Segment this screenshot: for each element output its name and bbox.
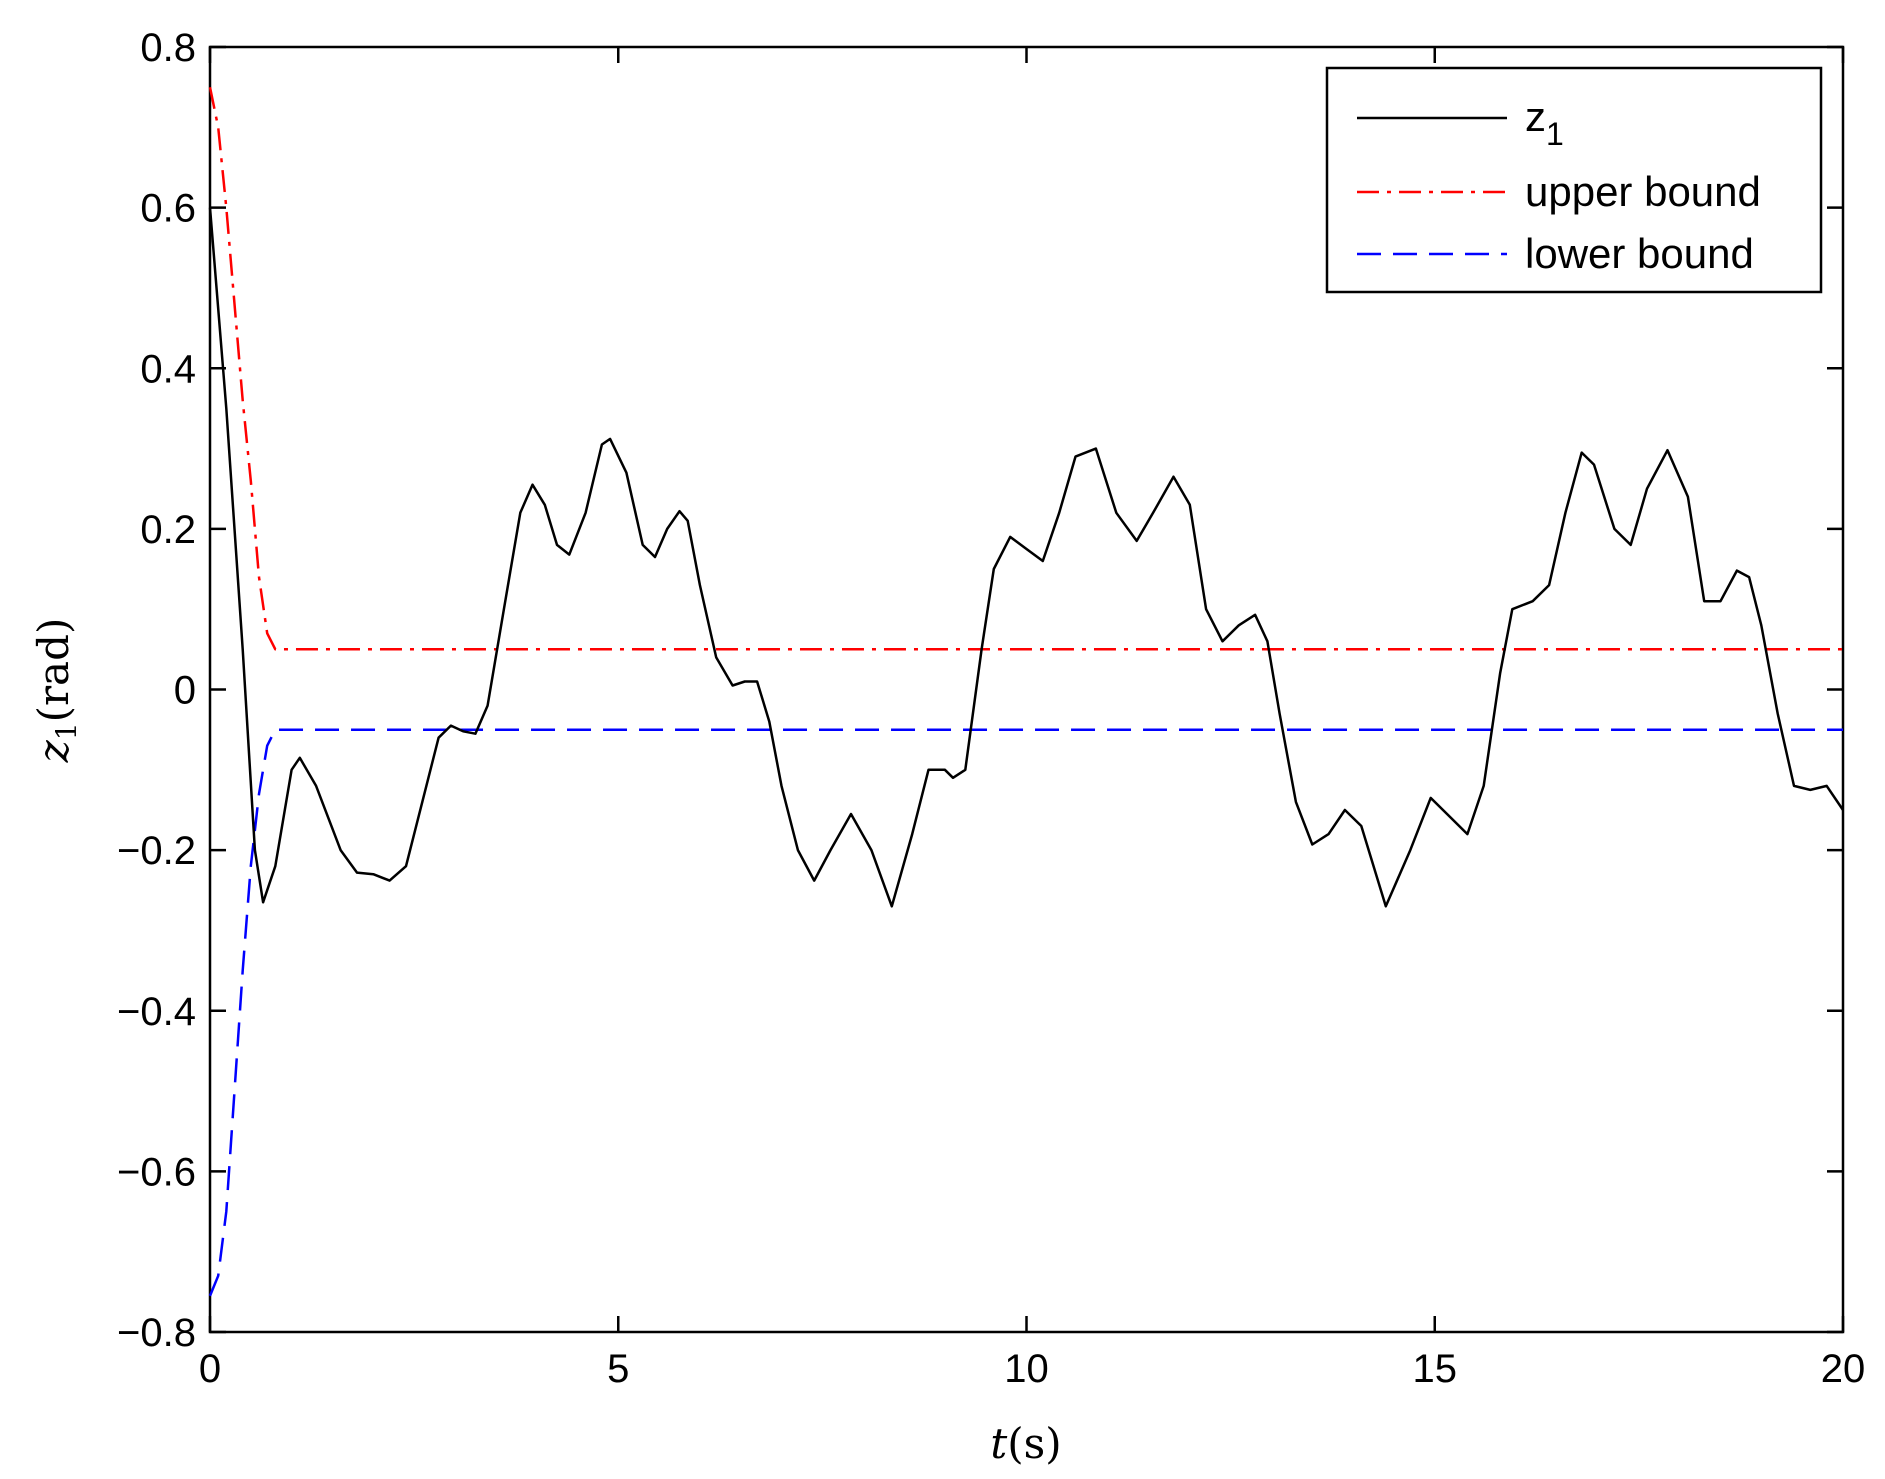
ticks-layer: 0 5 10 15 20 −0.8 −0.6 −0.4 −0.2 0 0.2 0.4 0.6 0.8 (117, 26, 1865, 1391)
series-line-upper-bound (208, 86, 1843, 651)
series-layer (208, 86, 1845, 1297)
series-line-z1 (208, 207, 1845, 908)
y-tick-label: 0.8 (140, 26, 196, 70)
y-axis-label: z1(rad) (29, 618, 83, 764)
y-tick-label: −0.4 (117, 990, 196, 1034)
y-tick-label: 0.2 (140, 508, 196, 552)
legend-label-z1: z1 (1525, 93, 1564, 152)
legend-label-z1-name: z (1525, 93, 1546, 140)
x-tick-label: 10 (1004, 1347, 1049, 1391)
y-tick-label: 0 (174, 669, 196, 713)
x-tick-label: 5 (607, 1347, 629, 1391)
y-axis-label-var: z (29, 739, 78, 763)
y-tick-label: −0.6 (117, 1150, 196, 1194)
legend-label-z1-sub: 1 (1546, 116, 1564, 152)
x-axis-label: t(s) (990, 1419, 1061, 1468)
x-axis-label-unit: (s) (1007, 1419, 1061, 1468)
legend-label-lower-bound: lower bound (1525, 230, 1754, 277)
y-tick-label: 0.6 (140, 187, 196, 231)
y-tick-label: 0.4 (140, 347, 196, 391)
y-axis-label-unit: (rad) (29, 618, 78, 723)
series-line-lower-bound (208, 728, 1843, 1297)
x-tick-label: 0 (199, 1347, 221, 1391)
legend-label-upper-bound: upper bound (1525, 168, 1761, 215)
x-axis-label-var: t (990, 1419, 1007, 1468)
y-axis-label-sub: 1 (50, 722, 83, 740)
y-tick-label: −0.8 (117, 1311, 196, 1355)
legend: z1 upper bound lower bound (1325, 66, 1823, 294)
y-tick-label: −0.2 (117, 829, 196, 873)
x-tick-label: 15 (1413, 1347, 1458, 1391)
x-tick-label: 20 (1821, 1347, 1866, 1391)
